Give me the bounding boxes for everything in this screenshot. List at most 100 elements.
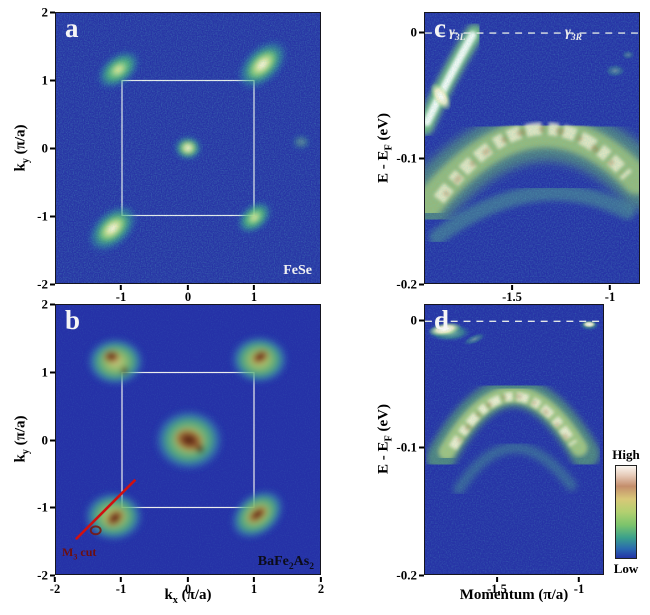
tick-mark [50, 506, 55, 508]
gamma-sub: 3L [454, 32, 466, 43]
panel-d-xtick: -1 [574, 577, 584, 596]
tick-label: 0 [41, 432, 49, 448]
fermi-pocket-lower-right [229, 488, 286, 541]
sample-text: As [293, 554, 310, 570]
panel-d-ytick: -0.1 [388, 441, 424, 454]
tick-label: -1.5 [502, 290, 522, 304]
sample-text: BaFe [257, 554, 289, 570]
gamma-sub: 3R [570, 32, 582, 43]
axis-label-sub: y [20, 158, 32, 164]
panel-c-plot: c γ3L γ3R [424, 12, 640, 284]
m3-cut-marker-circle [89, 525, 102, 536]
panel-c-ytick: -0.2 [388, 278, 424, 291]
noise-texture [425, 305, 603, 574]
tick-label: -2 [37, 567, 48, 583]
panel-b-plot: b M3 cut BaFe2As2 [55, 304, 321, 575]
tick-label: 1 [250, 582, 258, 596]
axis-label-text: k [164, 587, 173, 603]
axis-label-sub: y [20, 449, 32, 455]
panel-b-xtick: 2 [318, 577, 324, 596]
tick-label: -1 [573, 582, 585, 596]
panel-b-heatmap [56, 305, 320, 574]
panel-a-ytick: 0 [21, 142, 55, 155]
tick-mark [119, 285, 122, 290]
tick-mark [53, 577, 56, 582]
axis-label-text: k [12, 163, 29, 172]
panel-c-y-axis-label: E - EF (eV) [376, 113, 395, 183]
panel-d-heatmap [425, 305, 603, 574]
colorbar [615, 464, 637, 559]
tick-mark [50, 303, 55, 305]
tick-mark [419, 31, 424, 33]
axis-label-text: (eV) [375, 113, 392, 145]
panel-b-xtick: -2 [50, 577, 60, 596]
panel-c-letter: c [434, 13, 446, 43]
axis-label-sub: F [383, 144, 395, 151]
cut-label-base: M [62, 545, 74, 559]
tick-label: 1 [41, 364, 49, 380]
tick-mark [495, 577, 498, 582]
panel-b-ytick: 0 [21, 434, 55, 447]
tick-label: -1 [37, 208, 48, 224]
tick-label: 0 [410, 24, 418, 40]
tick-label: -1 [37, 499, 48, 515]
gamma-3R-label: γ3R [565, 25, 582, 43]
panel-c-xtick: -1.5 [502, 285, 522, 304]
tick-mark [320, 577, 322, 582]
tick-label: 2 [41, 296, 49, 312]
noise-texture [425, 13, 639, 283]
panel-a-sample-label: FeSe [283, 263, 312, 278]
axis-label-text: (eV) [375, 404, 392, 436]
gamma-text: γ [565, 25, 571, 40]
axis-label-sub: x [172, 595, 178, 606]
tick-mark [253, 285, 255, 290]
tick-mark [50, 283, 55, 285]
axis-label-text: k [12, 454, 29, 463]
cut-label-sub: 3 [73, 552, 78, 562]
tick-mark [50, 79, 55, 81]
panel-d-ytick: -0.2 [388, 569, 424, 582]
m3-cut-line [74, 478, 137, 541]
panel-a-xtick: -1 [116, 285, 126, 304]
tick-label: 1 [41, 72, 49, 88]
panel-d-x-axis-label: Momentum (π/a) [459, 587, 569, 603]
colorbar-high-label: High [612, 447, 640, 462]
panel-c-heatmap [425, 13, 639, 283]
fermi-pocket-upper-right [229, 334, 290, 385]
tick-label: 1 [250, 290, 258, 304]
panel-d-plot: d [424, 304, 604, 575]
tick-mark [119, 577, 122, 582]
panel-b-ytick: 1 [21, 366, 55, 379]
panel-b-letter: b [65, 305, 81, 335]
panel-a-ytick: -1 [21, 210, 55, 223]
panel-d-xtick: -1.5 [487, 577, 507, 596]
panel-b-ytick: -2 [21, 569, 55, 582]
tick-label: 0 [410, 312, 418, 328]
gamma-3L-label: γ3L [449, 25, 465, 43]
tick-label: -2 [49, 582, 61, 596]
panel-a-ytick: -2 [21, 278, 55, 291]
tick-label: -2 [37, 276, 48, 292]
tick-mark [577, 577, 580, 582]
panel-b-sample-label: BaFe2As2 [258, 554, 314, 572]
panel-b-xtick: 1 [251, 577, 257, 596]
fermi-pocket-upper-left [85, 336, 146, 387]
tick-label: -1 [115, 290, 127, 304]
tick-mark [253, 577, 255, 582]
tick-label: 2 [41, 4, 49, 20]
tick-label: -1 [604, 290, 616, 304]
tick-label: 0 [184, 582, 192, 596]
panel-c-xtick: -1 [605, 285, 615, 304]
tick-mark [419, 319, 424, 321]
gamma-text: γ [449, 25, 455, 40]
panel-a-ytick: 2 [21, 6, 55, 19]
tick-mark [50, 371, 55, 373]
panel-d-letter: d [434, 305, 450, 335]
tick-mark [419, 157, 424, 159]
panel-b-ytick: -1 [21, 501, 55, 514]
panel-a-xtick: 1 [251, 285, 257, 304]
tick-label: 2 [317, 582, 325, 596]
tick-label: -1.5 [487, 582, 507, 596]
tick-label: -0.2 [396, 567, 417, 583]
